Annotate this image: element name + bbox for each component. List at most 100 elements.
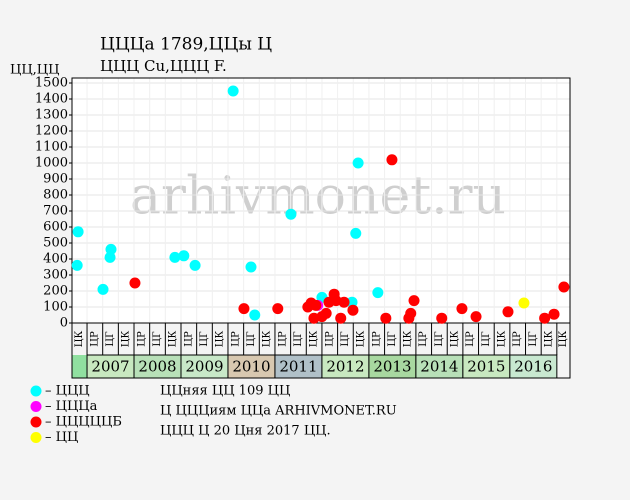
watermark: arhivmonet.ru (130, 167, 506, 227)
year-label: 2015 (467, 358, 505, 376)
legend-label: – ЦЦЦа (45, 399, 98, 414)
y-tick-label: 1400 (35, 92, 68, 107)
data-point (405, 307, 417, 319)
period-label: ЦР (324, 331, 335, 347)
data-point (502, 306, 514, 318)
data-point (346, 296, 358, 308)
period-label: ЦР (89, 331, 100, 347)
data-point (129, 277, 141, 289)
data-point (178, 250, 190, 262)
period-label: ЦГ (105, 331, 116, 347)
period-label: ЦР (371, 331, 382, 347)
period-label: ЦР (277, 331, 288, 347)
year-label: 2007 (91, 358, 129, 376)
data-point (338, 296, 350, 308)
data-point (310, 299, 322, 311)
legend-marker (30, 416, 42, 428)
period-label: ЦГ (293, 331, 304, 347)
legend-label: – ЦЦ (45, 430, 78, 445)
y-tick-label: 300 (43, 268, 68, 283)
period-label: ЦК (403, 331, 414, 348)
year-label: 2016 (514, 358, 552, 376)
chart-subtitle: ЦЦЦ Cu,ЦЦЦ F. (100, 57, 227, 75)
period-label: ЦК (168, 331, 179, 348)
data-point (238, 303, 250, 315)
data-point (386, 154, 398, 166)
data-point (352, 157, 364, 169)
period-label: ЦГ (528, 331, 539, 347)
y-axis-label: ЦЦ,ЦЦ (10, 63, 59, 78)
y-tick-label: 800 (43, 188, 68, 203)
period-label: ЦГ (199, 331, 210, 347)
y-tick-label: 200 (43, 284, 68, 299)
period-label: ЦК (544, 331, 555, 348)
data-point (518, 297, 530, 309)
data-point (72, 226, 84, 238)
period-label: ЦК (262, 331, 273, 348)
y-tick-label: 500 (43, 236, 68, 251)
legend-marker (30, 432, 42, 443)
year-label: 2010 (232, 358, 270, 376)
data-point (249, 309, 261, 321)
data-point (539, 312, 551, 324)
period-label: ЦК (356, 331, 367, 348)
note: ЦЦняя ЦЦ 109 ЦЦ (160, 384, 290, 399)
data-point (335, 312, 347, 324)
data-point (97, 283, 109, 295)
y-tick-label: 100 (43, 300, 68, 315)
year-label: 2014 (420, 358, 458, 376)
y-tick-label: 1000 (35, 156, 68, 171)
data-point (285, 208, 297, 220)
data-point (372, 287, 384, 299)
data-point (169, 251, 181, 263)
legend-label: – ЦЦЦ (45, 384, 90, 399)
period-label: ЦГ (387, 331, 398, 347)
data-point (350, 227, 362, 239)
year-label: 2013 (373, 358, 411, 376)
period-label: ЦГ (434, 331, 445, 347)
data-point (558, 281, 570, 293)
period-label: ЦГ (152, 331, 163, 347)
period-label: ЦР (183, 331, 194, 347)
data-point (408, 295, 420, 307)
data-point (347, 304, 359, 316)
year-label: 2012 (326, 358, 364, 376)
data-point (380, 312, 392, 324)
period-label: ЦР (136, 331, 147, 347)
data-point (456, 303, 468, 315)
data-point (71, 259, 83, 271)
year-label: 2008 (138, 358, 176, 376)
period-label: ЦК (121, 331, 132, 348)
period-label: ЦК (497, 331, 508, 348)
y-tick-label: 1300 (35, 108, 68, 123)
period-label: ЦР (230, 331, 241, 347)
legend-label: – ЦЦЦЦЦБ (45, 415, 122, 430)
note: Ц ЦЦЦиям ЦЦа ARHIVMONET.RU (160, 404, 397, 419)
period-label: ЦГ (340, 331, 351, 347)
data-point (105, 243, 117, 255)
data-point (470, 311, 482, 323)
data-point (227, 85, 239, 97)
period-label: ЦК (558, 331, 569, 348)
data-point (272, 303, 284, 315)
period-label: ЦГ (246, 331, 257, 347)
period-label: ЦК (450, 331, 461, 348)
y-tick-label: 700 (43, 204, 68, 219)
year-label: 2009 (185, 358, 223, 376)
data-point (104, 251, 116, 263)
data-point (189, 259, 201, 271)
data-point (245, 261, 257, 273)
plot-area (72, 78, 570, 323)
data-point (548, 308, 560, 320)
data-point (320, 307, 332, 319)
period-label: ЦР (418, 331, 429, 347)
note: ЦЦЦ Ц 20 Цня 2017 ЦЦ. (160, 424, 331, 439)
y-tick-label: 0 (60, 316, 68, 331)
lead-band (72, 355, 88, 378)
y-tick-label: 1200 (35, 124, 68, 139)
y-tick-label: 600 (43, 220, 68, 235)
y-tick-label: 900 (43, 172, 68, 187)
period-label: ЦР (512, 331, 523, 347)
y-tick-label: 1500 (35, 76, 68, 91)
